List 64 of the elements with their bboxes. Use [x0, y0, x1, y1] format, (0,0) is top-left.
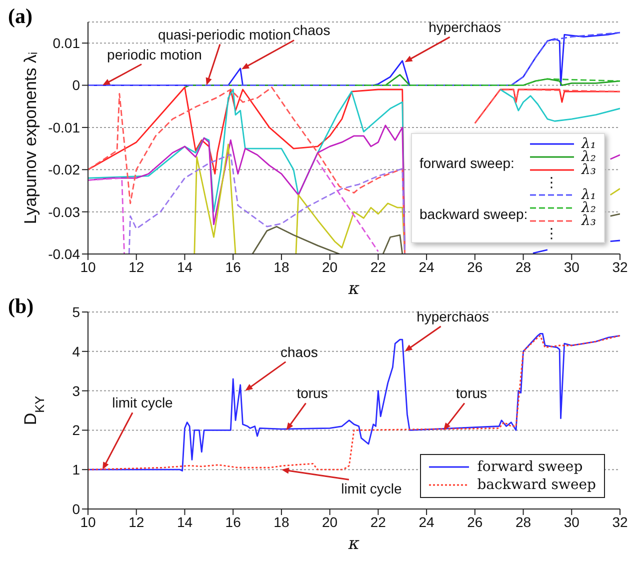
annotation: torus [456, 385, 488, 402]
x-tick-label: 14 [176, 514, 193, 530]
annotation: limit cycle [341, 480, 402, 497]
x-tick-label: 26 [467, 514, 483, 530]
legend-label: forward sweep [477, 459, 583, 475]
x-tick-label: 22 [370, 258, 386, 275]
x-tick-label: 28 [515, 258, 532, 275]
legend-label: λ₁ [582, 136, 596, 152]
x-tick-label: 24 [418, 258, 435, 275]
x-tick-label: 20 [322, 258, 338, 275]
x-axis-title: κ [347, 534, 360, 554]
y-tick-label: 3 [72, 382, 80, 399]
legend-label: λ₂ [582, 200, 596, 216]
x-tick-label: 14 [176, 258, 193, 275]
annotation: ⋮ [544, 225, 560, 241]
chart-title: (b) [8, 294, 34, 319]
x-tick-label: 32 [612, 258, 628, 275]
y-tick-label: 0 [72, 77, 80, 94]
x-tick-label: 26 [467, 258, 483, 275]
y-axis-title: Lyapunov exponents λᵢ [21, 52, 40, 224]
y-tick-label: 2 [72, 422, 80, 438]
x-tick-label: 16 [225, 258, 242, 275]
x-tick-label: 22 [370, 514, 386, 530]
y-tick-label: -0.02 [48, 162, 80, 178]
x-tick-label: 12 [128, 258, 144, 275]
annotation: torus [296, 385, 328, 402]
y-tick-label: 0 [72, 500, 80, 517]
annotation: hyperchaos [428, 19, 501, 36]
x-tick-label: 30 [564, 514, 580, 530]
line-series [128, 154, 406, 254]
chart-title: (a) [8, 4, 32, 29]
annotation: forward sweep: [420, 154, 516, 170]
y-tick-label: -0.03 [48, 204, 80, 220]
x-tick-label: 20 [322, 514, 338, 530]
y-tick-label: -0.01 [48, 119, 80, 136]
annotation: chaos [292, 22, 330, 38]
legend-label: λ₃ [582, 212, 596, 228]
y-tick-label: 1 [72, 462, 80, 478]
annotation: hyperchaos [416, 308, 489, 324]
x-tick-label: 30 [564, 258, 580, 275]
x-tick-label: 18 [274, 258, 290, 275]
y-tick-label: 4 [72, 343, 80, 360]
legend-label: backward sweep [477, 477, 596, 493]
annotation: backward sweep: [420, 206, 529, 222]
legend-label: λ₁ [582, 186, 596, 202]
y-tick-label: 5 [72, 304, 80, 320]
y-tick-label: -0.04 [48, 246, 80, 262]
x-tick-label: 10 [80, 258, 96, 275]
annotation: quasi-periodic motion [158, 26, 292, 42]
x-axis-title: κ [347, 279, 360, 299]
annotation: chaos [280, 344, 318, 360]
legend-label: λ₂ [582, 148, 596, 164]
annotation: ⋮ [544, 174, 560, 190]
x-tick-label: 24 [418, 514, 435, 530]
x-tick-label: 10 [80, 514, 96, 530]
y-tick-label: 0.01 [52, 35, 80, 52]
x-tick-label: 12 [128, 514, 144, 530]
legend-label: λ₃ [582, 162, 596, 178]
x-tick-label: 28 [515, 514, 532, 530]
x-tick-label: 32 [612, 514, 628, 530]
x-tick-label: 18 [274, 514, 290, 530]
annotation: limit cycle [112, 394, 174, 411]
x-tick-label: 16 [225, 514, 242, 530]
annotation: periodic motion [107, 46, 202, 62]
